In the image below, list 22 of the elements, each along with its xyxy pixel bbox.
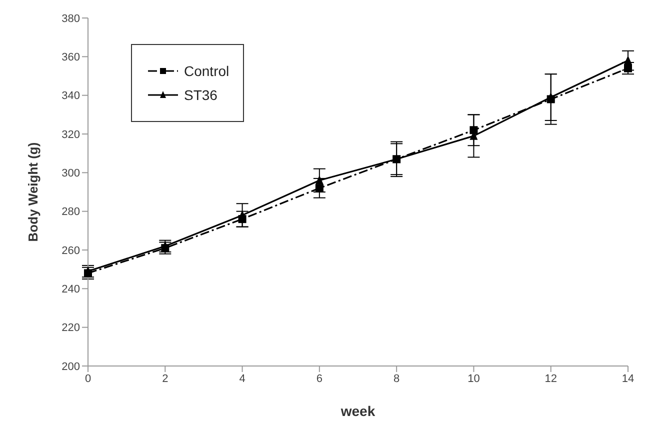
x-axis-title: week (340, 403, 376, 419)
x-tick-label: 12 (544, 372, 557, 385)
y-tick-label: 280 (62, 206, 80, 218)
y-tick-label: 300 (62, 168, 80, 180)
y-tick-label: 240 (62, 284, 80, 296)
legend-label: ST36 (184, 87, 218, 103)
x-tick-label: 8 (394, 372, 400, 385)
y-tick-label: 220 (62, 322, 80, 334)
y-tick-label: 260 (62, 244, 80, 257)
y-tick-label: 340 (62, 90, 80, 102)
x-tick-label: 4 (239, 372, 246, 385)
y-tick-label: 320 (62, 128, 80, 141)
x-tick-label: 0 (84, 372, 92, 385)
x-tick-label: 6 (316, 372, 322, 385)
x-tick-label: 2 (162, 372, 168, 385)
y-tick-label: 380 (62, 12, 80, 25)
y-tick-label: 360 (62, 52, 80, 64)
y-tick-label: 200 (62, 360, 80, 373)
x-tick-label: 10 (468, 372, 480, 385)
x-tick-label: 14 (622, 372, 634, 385)
y-axis-title: Body Weight (g) (26, 142, 41, 242)
legend-label: Control (184, 63, 230, 79)
